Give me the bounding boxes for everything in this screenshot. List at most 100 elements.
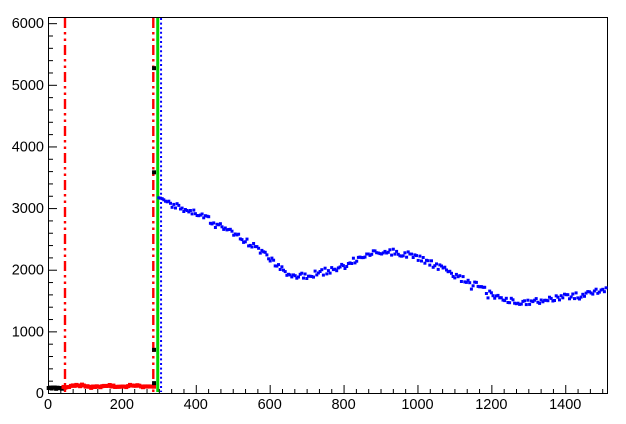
data-point (170, 205, 174, 209)
data-point (298, 272, 302, 276)
data-point (348, 261, 352, 265)
data-point (323, 266, 327, 270)
data-point (169, 201, 172, 205)
data-point (203, 214, 207, 218)
data-point (446, 270, 450, 274)
data-point (190, 212, 194, 216)
data-point (514, 302, 518, 306)
data-point (225, 228, 229, 232)
data-point (513, 301, 517, 305)
data-point (197, 214, 201, 218)
data-point (506, 301, 510, 304)
x-tick-label: 0 (44, 397, 52, 413)
data-point (235, 233, 239, 237)
data-point (303, 272, 307, 276)
data-point (558, 298, 561, 302)
data-point (268, 259, 272, 263)
data-point (448, 269, 452, 273)
data-point (213, 226, 217, 229)
data-point (534, 297, 538, 301)
data-point (528, 302, 532, 306)
data-point (238, 237, 242, 241)
data-point (450, 271, 453, 275)
data-point (252, 242, 256, 245)
data-point (338, 265, 342, 269)
data-point (253, 245, 257, 249)
data-point (305, 277, 309, 280)
data-point (469, 287, 473, 291)
data-point (165, 200, 169, 204)
data-point (508, 301, 512, 305)
x-tick-label: 600 (258, 397, 282, 413)
data-point (400, 254, 404, 258)
data-point (270, 256, 274, 260)
data-point (466, 278, 470, 282)
data-point (237, 232, 241, 236)
data-point (188, 209, 192, 212)
data-point (272, 258, 276, 262)
data-point (583, 294, 586, 298)
data-point (260, 248, 264, 252)
data-point (361, 256, 365, 260)
data-point (483, 285, 487, 289)
data-point (207, 215, 211, 219)
data-point (350, 262, 354, 265)
data-point (406, 250, 410, 254)
data-point (410, 252, 414, 256)
data-point (242, 240, 246, 244)
data-point (177, 203, 181, 207)
data-point (292, 273, 295, 277)
x-tick-label: 200 (110, 397, 134, 413)
data-point (579, 295, 583, 299)
data-point (526, 298, 530, 302)
data-point (573, 297, 576, 301)
data-point (343, 267, 347, 270)
data-point (341, 264, 345, 268)
data-point (333, 267, 337, 271)
data-point (435, 262, 438, 266)
data-point (415, 254, 418, 258)
data-point (496, 293, 500, 297)
data-point (230, 229, 234, 233)
data-point (287, 272, 290, 276)
data-point (476, 284, 480, 288)
data-point (594, 287, 598, 291)
isolated-black-point (152, 170, 157, 175)
data-point (498, 296, 502, 300)
data-point (503, 299, 507, 303)
data-point (395, 249, 399, 253)
series-blue-main-curve (157, 196, 608, 307)
data-point (307, 274, 310, 278)
isolated-black-point (152, 347, 157, 352)
data-point (413, 253, 417, 257)
data-point (313, 269, 317, 273)
data-point (179, 207, 182, 211)
data-point (436, 267, 440, 271)
data-point (571, 292, 575, 296)
data-point (275, 264, 279, 268)
data-point (604, 286, 608, 290)
data-point (554, 294, 558, 298)
data-point (282, 268, 285, 272)
data-point (602, 290, 606, 294)
data-point (564, 293, 568, 297)
data-point (581, 292, 585, 296)
data-point (331, 268, 335, 272)
data-point (473, 280, 477, 284)
data-point (430, 259, 433, 263)
data-point (544, 298, 548, 302)
data-point (381, 251, 385, 255)
data-point (316, 271, 320, 275)
data-point (524, 303, 528, 307)
data-point (375, 251, 379, 255)
data-point (421, 256, 425, 259)
data-point (233, 232, 237, 236)
data-point (531, 300, 535, 304)
data-point (578, 297, 581, 301)
data-point (378, 252, 382, 256)
data-point (445, 268, 448, 272)
data-point (360, 256, 364, 260)
data-point (255, 245, 259, 249)
data-point (494, 294, 498, 298)
data-point (451, 275, 455, 278)
